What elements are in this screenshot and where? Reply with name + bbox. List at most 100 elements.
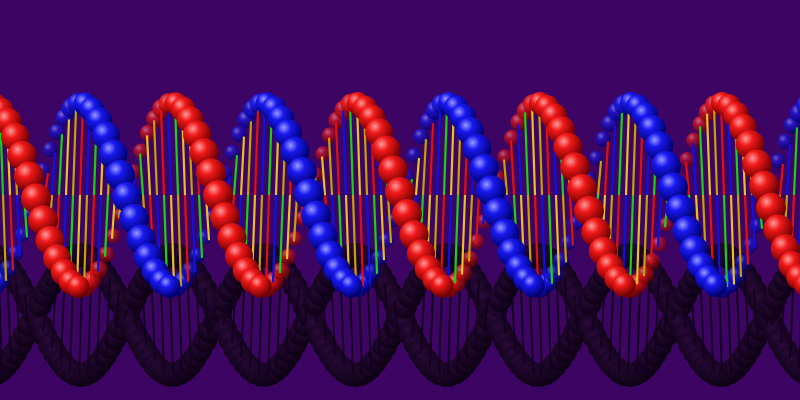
base-pair-rung <box>624 105 631 196</box>
shadow-rung <box>195 273 201 357</box>
base-pair-rung <box>628 194 635 288</box>
base-pair-rung <box>509 140 516 196</box>
base-pair-rung <box>750 194 757 249</box>
shadow-rung <box>591 298 597 332</box>
shadow-rung <box>483 297 489 333</box>
shadow-rung <box>213 306 219 324</box>
shadow-rung <box>15 278 21 352</box>
base-pair-rung <box>435 111 442 196</box>
base-pair-rung <box>453 194 460 284</box>
blue-strand-bead <box>795 97 800 114</box>
shadow-rung <box>375 269 381 361</box>
shadow-rung <box>402 310 408 320</box>
base-pair-rung <box>271 194 278 283</box>
base-pair-rung <box>442 104 449 196</box>
base-pair-rung <box>176 194 183 287</box>
base-pair-rung <box>103 194 110 257</box>
shadow-rung <box>771 304 777 326</box>
base-pair-rung <box>57 134 64 196</box>
base-pair-rung <box>502 159 509 196</box>
blue-strand-bead <box>406 147 422 163</box>
base-pair-rung <box>729 194 736 285</box>
base-pair-rung <box>516 124 523 196</box>
base-pair-rung <box>15 194 22 256</box>
base-pair-rung <box>596 160 603 196</box>
base-pair-rung <box>285 194 292 260</box>
shadow-rung <box>690 284 696 346</box>
shadow-rung <box>753 289 759 341</box>
base-pair-rung <box>785 144 792 196</box>
base-pair-rung <box>715 194 722 285</box>
shadow-rung <box>24 294 30 336</box>
base-pair-rung <box>705 113 712 196</box>
base-pair-rung <box>656 194 663 247</box>
base-pair-rung <box>568 194 575 246</box>
blue-strand-bead <box>181 261 199 280</box>
base-pair-rung <box>246 121 253 196</box>
base-pair-rung <box>635 194 642 285</box>
base-pair-rung <box>712 105 719 196</box>
blue-strand-bead <box>224 144 240 160</box>
shadow-rung <box>582 312 588 318</box>
red-strand-bead <box>679 152 695 167</box>
shadow-rung <box>501 295 507 335</box>
shadow-rung <box>744 273 750 357</box>
blue-strand-bead <box>339 274 363 298</box>
base-pair-rung <box>603 141 610 196</box>
base-pair-rung <box>698 126 705 196</box>
base-pair-rung <box>684 162 691 196</box>
shadow-rung <box>330 274 336 356</box>
red-strand-bead <box>133 143 149 159</box>
base-pair-rung <box>554 194 561 276</box>
base-pair-rung <box>792 127 799 196</box>
base-pair-rung <box>50 152 57 196</box>
base-pair-rung <box>138 153 145 196</box>
shadow-rung <box>384 283 390 347</box>
base-pair-rung <box>197 194 204 259</box>
base-pair-rung <box>264 194 271 287</box>
shadow-rung <box>474 281 480 349</box>
base-pair-rung <box>386 194 393 243</box>
base-pair-rung <box>523 112 530 196</box>
base-pair-rung <box>64 119 71 196</box>
base-pair-rung <box>355 103 362 196</box>
base-pair-rung <box>96 194 103 272</box>
base-pair-rung <box>78 103 85 196</box>
base-pair-rung <box>365 194 372 283</box>
shadow-rung <box>123 309 129 321</box>
base-pair-rung <box>530 105 537 196</box>
blue-strand-bead <box>521 273 545 298</box>
base-pair-rung <box>253 110 260 196</box>
base-pair-rung <box>736 194 743 277</box>
base-pair-rung <box>348 104 355 196</box>
base-pair-rung <box>474 194 481 245</box>
base-pair-rung <box>379 194 386 261</box>
base-pair-rung <box>351 194 358 286</box>
base-pair-rung <box>278 194 285 274</box>
red-strand-bead <box>66 275 90 298</box>
base-pair-rung <box>719 102 726 196</box>
shadow-rung <box>285 271 291 359</box>
shadow-rung <box>762 306 768 324</box>
shadow-rung <box>654 276 660 354</box>
base-pair-rung <box>166 103 173 196</box>
shadow-rung <box>0 286 3 373</box>
shadow-rung <box>465 267 471 363</box>
base-pair-rung <box>327 137 334 196</box>
base-pair-rung <box>414 157 421 196</box>
base-pair-rung <box>610 125 617 196</box>
shadow-rung <box>51 281 57 349</box>
base-pair-rung <box>183 194 190 282</box>
base-pair-rung <box>533 194 540 285</box>
shadow-rung <box>204 289 210 341</box>
shadow-rung <box>681 301 687 329</box>
base-pair-rung <box>428 123 435 196</box>
shadow-rung <box>564 278 570 352</box>
blue-strand-bead <box>0 259 17 278</box>
base-pair-rung <box>547 194 554 284</box>
base-pair-rung <box>71 109 78 196</box>
shadow-rung <box>573 294 579 336</box>
base-pair-rung <box>446 194 453 287</box>
base-pair-rung <box>8 194 15 271</box>
shadow-rung <box>492 312 498 318</box>
